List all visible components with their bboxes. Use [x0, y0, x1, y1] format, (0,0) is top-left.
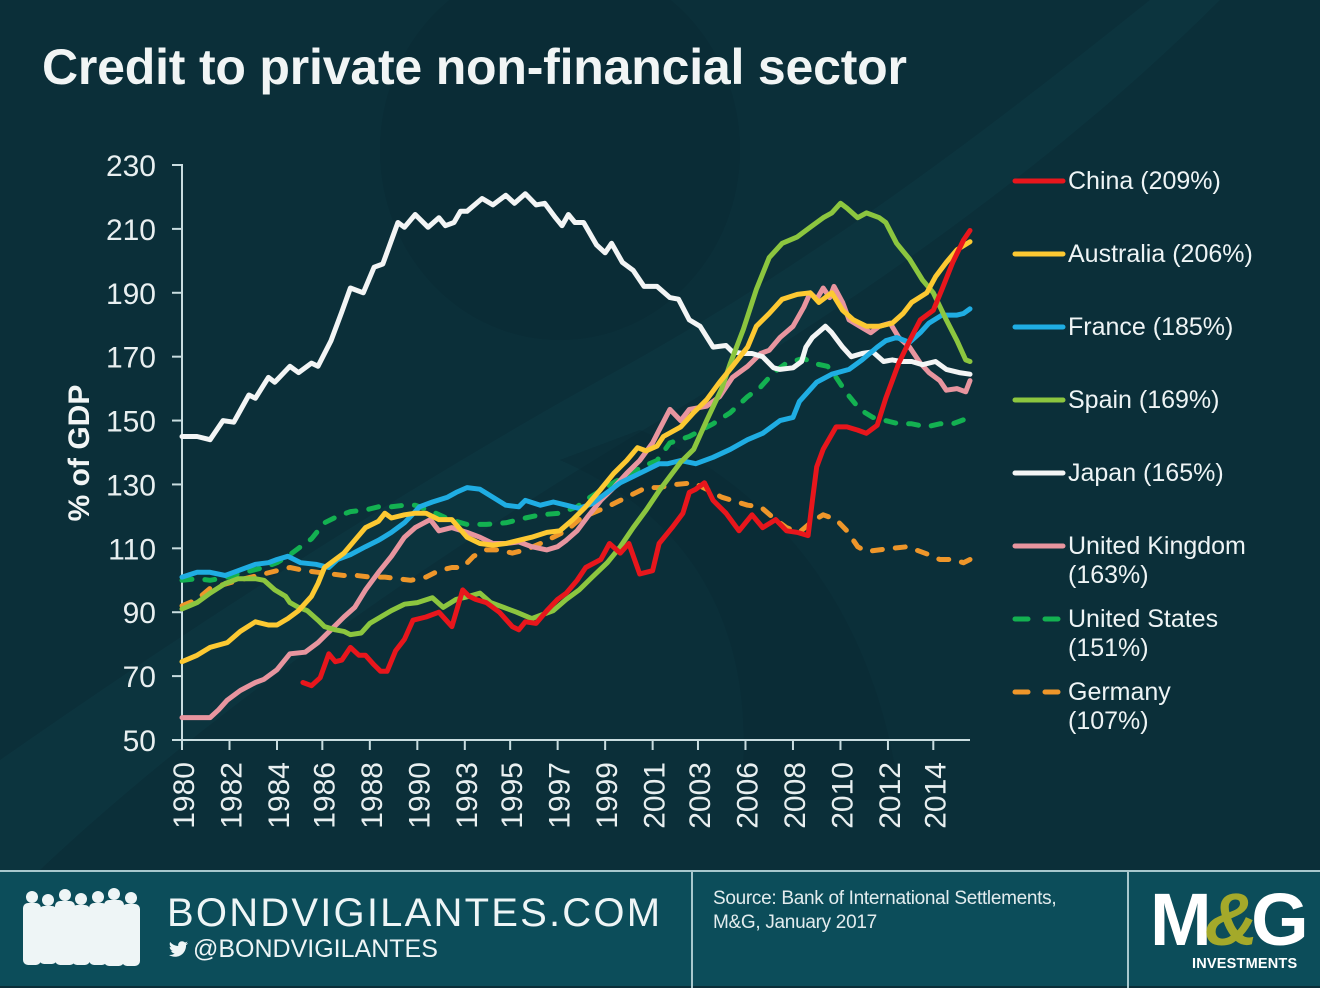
series-line-china	[300, 228, 973, 689]
logo-letter-m: M	[1150, 878, 1212, 961]
legend-label-line: Japan (165%)	[1068, 459, 1224, 487]
x-tick-label: 2012	[874, 762, 907, 829]
legend-label-line: (163%)	[1068, 561, 1149, 589]
y-tick-label: 150	[106, 406, 156, 439]
y-tick-label: 50	[123, 725, 156, 758]
legend-item-united-states: United States (151%)	[1010, 605, 1310, 678]
series-line-united-states	[179, 355, 973, 583]
x-tick-label: 1999	[591, 762, 624, 829]
y-axis-label: % of GDP	[63, 385, 96, 522]
logo-letter-g: G	[1251, 878, 1309, 961]
legend-label: United States (151%)	[1068, 605, 1218, 663]
y-tick-label: 210	[106, 214, 156, 247]
legend-label: China (209%)	[1068, 167, 1221, 196]
twitter-link[interactable]: @BONDVIGILANTES	[168, 934, 438, 964]
legend-swatch	[1012, 689, 1066, 695]
source-note: Source: Bank of International Settlement…	[713, 887, 1057, 935]
series-line-spain	[179, 200, 973, 638]
y-tick-label: 170	[106, 342, 156, 375]
footer-divider	[691, 872, 693, 988]
footer: BONDVIGILANTES.COM @BONDVIGILANTES Sourc…	[0, 870, 1320, 988]
legend-label-line: United States	[1068, 605, 1219, 633]
legend-label: Germany (107%)	[1068, 678, 1171, 736]
series-line-japan	[179, 191, 973, 443]
twitter-handle: @BONDVIGILANTES	[193, 934, 438, 963]
x-tick-label: 1988	[356, 762, 389, 829]
legend-item-united-kingdom: United Kingdom (163%)	[1010, 532, 1310, 605]
x-tick-label: 2008	[779, 762, 812, 829]
legend-label-line: France (185%)	[1068, 313, 1234, 341]
legend-swatch	[1012, 543, 1066, 549]
series-line-united-kingdom	[179, 283, 973, 721]
logo-subtitle: INVESTMENTS	[1192, 956, 1298, 972]
legend-label-line: China (209%)	[1068, 167, 1221, 195]
legend-label-line: (107%)	[1068, 707, 1149, 735]
chart-title: Credit to private non-financial sector	[42, 39, 907, 95]
series-line-germany	[179, 480, 973, 609]
legend-label-line: (151%)	[1068, 634, 1149, 662]
x-tick-label: 1990	[403, 762, 436, 829]
x-tick-label: 1982	[215, 762, 248, 829]
source-line: Source: Bank of International Settlement…	[713, 888, 1057, 909]
legend: China (209%) Australia (206%) France (185%…	[1010, 167, 1310, 751]
legend-item-japan: Japan (165%)	[1010, 459, 1310, 532]
legend-label: Japan (165%)	[1068, 459, 1224, 488]
y-tick-label: 190	[106, 278, 156, 311]
x-tick-label: 2014	[919, 762, 952, 829]
twitter-bird-icon	[169, 940, 188, 957]
legend-label-line: United Kingdom	[1068, 532, 1246, 560]
x-tick-label: 2010	[826, 762, 859, 829]
series-layer	[179, 191, 973, 721]
site-name[interactable]: BONDVIGILANTES.COM	[167, 891, 663, 935]
legend-swatch	[1012, 324, 1066, 330]
y-tick-label: 130	[106, 469, 156, 502]
x-tick-label: 1984	[263, 762, 296, 829]
legend-swatch	[1012, 251, 1066, 257]
legend-label-line: Spain (169%)	[1068, 386, 1220, 414]
logo-ampersand: &	[1204, 878, 1259, 961]
x-tick-label: 2003	[684, 762, 717, 829]
y-tick-label: 230	[106, 150, 156, 183]
legend-item-france: France (185%)	[1010, 313, 1310, 386]
y-tick-label: 70	[123, 661, 156, 694]
x-tick-label: 2006	[731, 762, 764, 829]
legend-label: Australia (206%)	[1068, 240, 1253, 269]
legend-label-line: Germany	[1068, 678, 1171, 706]
legend-label: France (185%)	[1068, 313, 1233, 342]
source-line: M&G, January 2017	[713, 912, 877, 933]
legend-label: United Kingdom (163%)	[1068, 532, 1246, 590]
legend-label-line: Australia (206%)	[1068, 240, 1253, 268]
y-tick-label: 110	[108, 533, 156, 566]
legend-item-germany: Germany (107%)	[1010, 678, 1310, 751]
axes: 50 70 90 110 130 150 170 190 210 230 1980 1982 1984 1…	[106, 150, 970, 829]
x-tick-label: 1995	[496, 762, 529, 829]
legend-swatch	[1012, 178, 1066, 184]
line-chart: 50 70 90 110 130 150 170 190 210 230 1980 1982 1984 1…	[63, 150, 973, 829]
legend-item-australia: Australia (206%)	[1010, 240, 1310, 313]
legend-swatch	[1012, 616, 1066, 622]
mg-investments-logo: M&G INVESTMENTS	[1148, 878, 1309, 982]
x-tick-label: 1993	[451, 762, 484, 829]
legend-item-spain: Spain (169%)	[1010, 386, 1310, 459]
x-tick-label: 1986	[308, 762, 341, 829]
legend-swatch	[1012, 470, 1066, 476]
x-tick-label: 2001	[639, 762, 672, 829]
x-tick-label: 1980	[168, 762, 201, 829]
x-tick-label: 1997	[544, 762, 577, 829]
logo-mark: M&G	[1150, 878, 1309, 962]
legend-item-china: China (209%)	[1010, 167, 1310, 240]
people-silhouette-icon	[23, 888, 140, 966]
series-line-france	[179, 306, 973, 580]
y-tick-label: 90	[123, 597, 156, 630]
legend-swatch	[1012, 397, 1066, 403]
series-line-australia	[179, 239, 973, 665]
footer-divider	[1127, 872, 1129, 988]
legend-label: Spain (169%)	[1068, 386, 1219, 415]
